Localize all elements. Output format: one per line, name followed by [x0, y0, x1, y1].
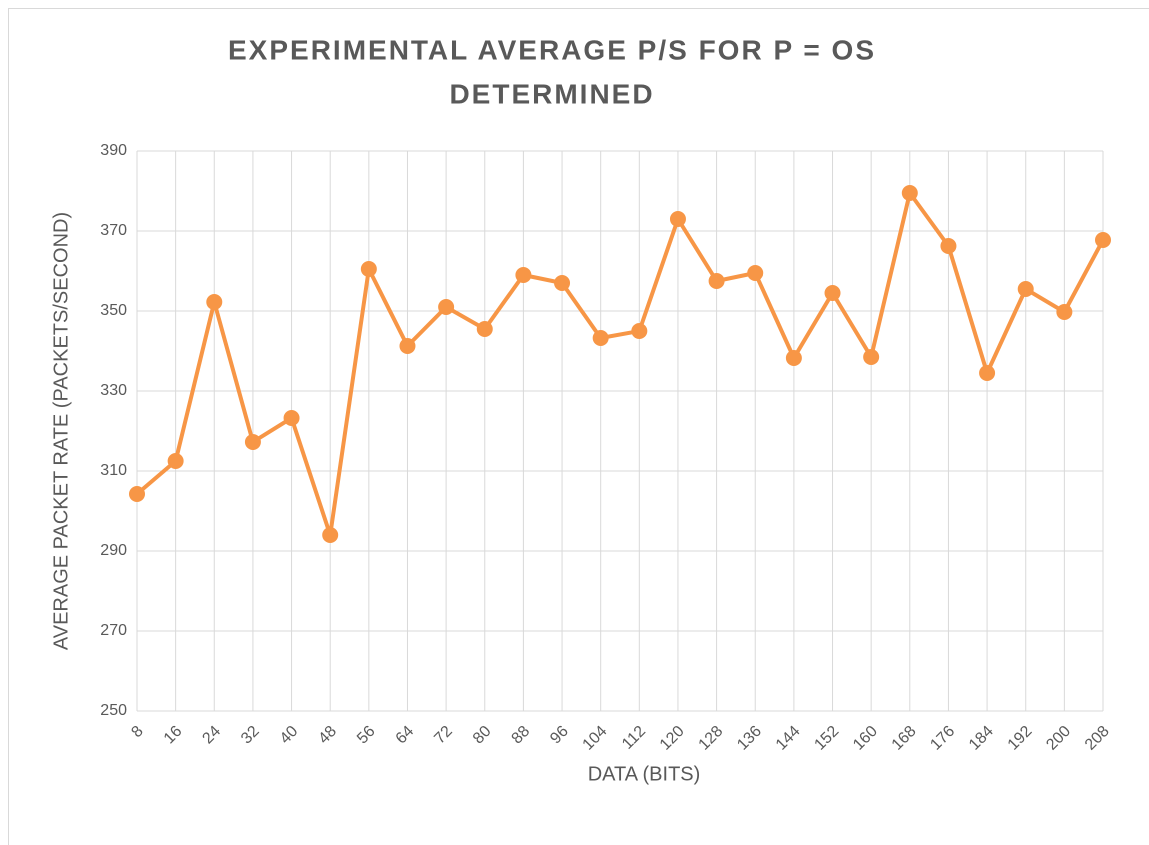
marker: [283, 410, 300, 426]
marker: [129, 486, 145, 502]
y-tick-label: 250: [100, 702, 127, 719]
x-tick-label: 152: [811, 723, 842, 754]
marker: [206, 294, 223, 310]
x-tick-label: 136: [734, 723, 765, 754]
x-tick-label: 24: [199, 723, 224, 748]
x-axis-title: DATA (BITS): [588, 763, 701, 785]
x-tick-label: 160: [850, 723, 881, 754]
marker: [244, 434, 261, 450]
y-tick-label: 350: [100, 302, 127, 319]
marker: [863, 349, 880, 365]
y-tick-label: 310: [100, 462, 127, 479]
marker: [747, 265, 764, 281]
marker: [167, 453, 184, 469]
marker: [438, 299, 455, 315]
chart-title: EXPERIMENTAL AVERAGE P/S FOR P = OS: [228, 34, 876, 65]
x-tick-label: 16: [161, 723, 186, 748]
x-tick-label: 168: [889, 723, 920, 754]
x-tick-label: 8: [128, 723, 146, 741]
marker: [979, 365, 996, 381]
marker: [708, 273, 725, 289]
marker: [322, 527, 339, 543]
marker: [785, 350, 802, 366]
x-tick-label: 40: [277, 723, 302, 748]
x-tick-label: 144: [773, 723, 804, 754]
y-tick-label: 270: [100, 622, 127, 639]
x-tick-label: 208: [1082, 723, 1113, 754]
marker: [554, 275, 571, 291]
x-tick-label: 56: [354, 723, 379, 748]
marker: [669, 211, 686, 227]
line: [135, 191, 1105, 537]
x-tick-label: 80: [470, 723, 495, 748]
x-tick-label: 104: [580, 723, 611, 754]
x-tick-label: 64: [393, 723, 418, 748]
x-tick-label: 128: [696, 723, 727, 754]
x-tick-label: 200: [1043, 723, 1074, 754]
y-tick-label: 390: [100, 142, 127, 159]
chart-frame: [8, 8, 1149, 845]
marker: [1095, 232, 1111, 248]
marker: [1056, 304, 1073, 320]
marker: [940, 238, 957, 254]
marker: [360, 261, 377, 277]
x-tick-label: 120: [657, 723, 688, 754]
x-tick-label: 32: [238, 723, 263, 748]
marker: [631, 323, 648, 339]
marker: [901, 185, 918, 201]
x-tick-label: 72: [431, 723, 456, 748]
y-tick-label: 370: [100, 222, 127, 239]
x-tick-label: 192: [1005, 723, 1036, 754]
marker: [592, 330, 609, 346]
marker: [476, 321, 493, 337]
marker: [515, 267, 532, 283]
marker: [824, 285, 841, 301]
y-tick-label: 290: [100, 542, 127, 559]
x-tick-label: 184: [966, 723, 997, 754]
x-tick-label: 48: [315, 723, 340, 748]
marker: [1017, 281, 1034, 297]
x-tick-label: 112: [619, 723, 649, 753]
y-tick-label: 330: [100, 382, 127, 399]
y-axis-title: AVERAGE PACKET RATE (PACKETS/SECOND): [50, 212, 72, 650]
x-tick-label: 96: [547, 723, 572, 748]
x-tick-label: 176: [927, 723, 958, 754]
chart-title: DETERMINED: [449, 78, 654, 109]
marker: [399, 338, 416, 354]
x-tick-label: 88: [509, 723, 534, 748]
